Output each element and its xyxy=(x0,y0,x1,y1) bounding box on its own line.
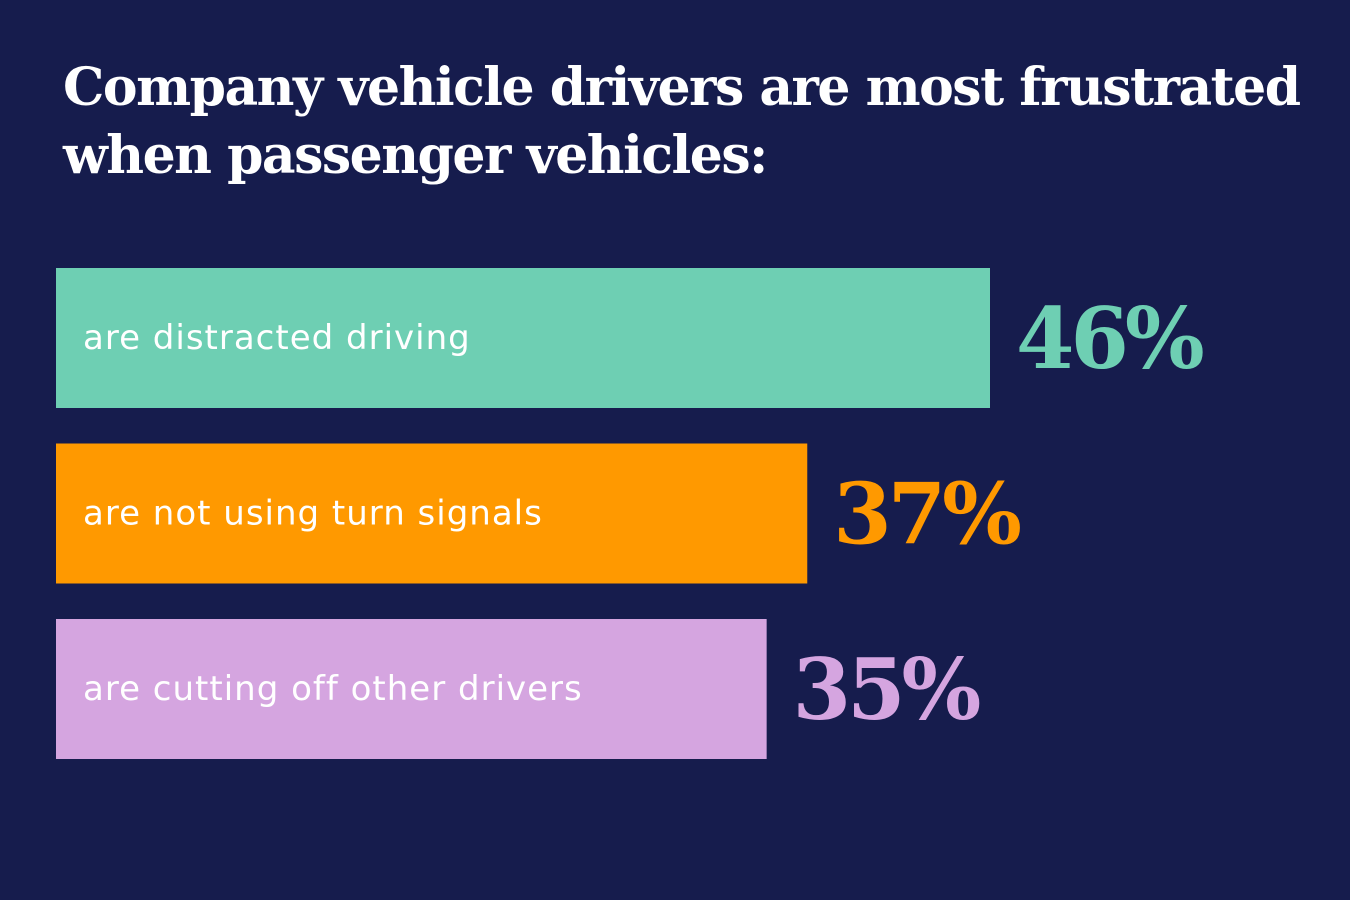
bar-group: are distracted driving 46% xyxy=(56,268,1207,408)
chart-title-line-1: Company vehicle drivers are most frustra… xyxy=(63,57,1301,118)
chart-title-line-2: when passenger vehicles: xyxy=(63,125,768,186)
bar-group: are not using turn signals 37% xyxy=(56,443,1024,584)
bar-value-label: 37% xyxy=(833,465,1020,564)
chart-title: Company vehicle drivers are most frustra… xyxy=(63,54,1301,190)
bar-value-label: 46% xyxy=(1016,289,1203,388)
bar-category-label: are distracted driving xyxy=(83,318,471,358)
bar xyxy=(56,443,808,584)
bar xyxy=(56,268,990,408)
bar xyxy=(56,619,767,759)
bar-group: are cutting off other drivers 35% xyxy=(56,619,984,759)
bar-value-label: 35% xyxy=(793,640,980,739)
bar-category-label: are cutting off other drivers xyxy=(83,669,583,709)
bar-category-label: are not using turn signals xyxy=(83,494,543,534)
